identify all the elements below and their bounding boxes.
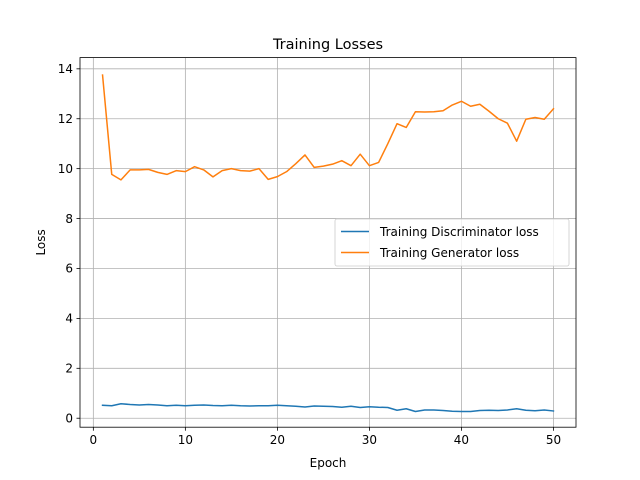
y-tick-label: 4 [65, 312, 73, 326]
y-tick-label: 0 [65, 411, 73, 425]
series-lines [101, 74, 555, 413]
series-line-generator [101, 74, 555, 181]
legend-label-discriminator: Training Discriminator loss [379, 225, 539, 239]
x-axis-label: Epoch [310, 456, 347, 470]
y-tick-label: 2 [65, 362, 73, 376]
y-tick-label: 14 [58, 62, 73, 76]
y-tick-label: 8 [65, 212, 73, 226]
legend-box [334, 218, 570, 267]
legend: Training Discriminator loss Training Gene… [334, 218, 570, 267]
axis-ticks: 0 10 20 30 40 50 0 2 4 6 8 10 12 14 [58, 62, 561, 447]
y-tick-label: 10 [58, 162, 73, 176]
x-tick-label: 0 [90, 433, 98, 447]
x-tick-label: 50 [546, 433, 561, 447]
series-line-discriminator [101, 402, 555, 413]
y-tick-label: 12 [58, 112, 73, 126]
x-tick-label: 30 [362, 433, 377, 447]
chart-title: Training Losses [272, 37, 383, 53]
plot-frame [79, 57, 577, 428]
x-tick-label: 20 [270, 433, 285, 447]
y-axis-label: Loss [34, 229, 48, 255]
y-tick-label: 6 [65, 262, 73, 276]
x-tick-label: 40 [454, 433, 469, 447]
legend-label-generator: Training Generator loss [379, 246, 519, 260]
x-tick-label: 10 [178, 433, 193, 447]
